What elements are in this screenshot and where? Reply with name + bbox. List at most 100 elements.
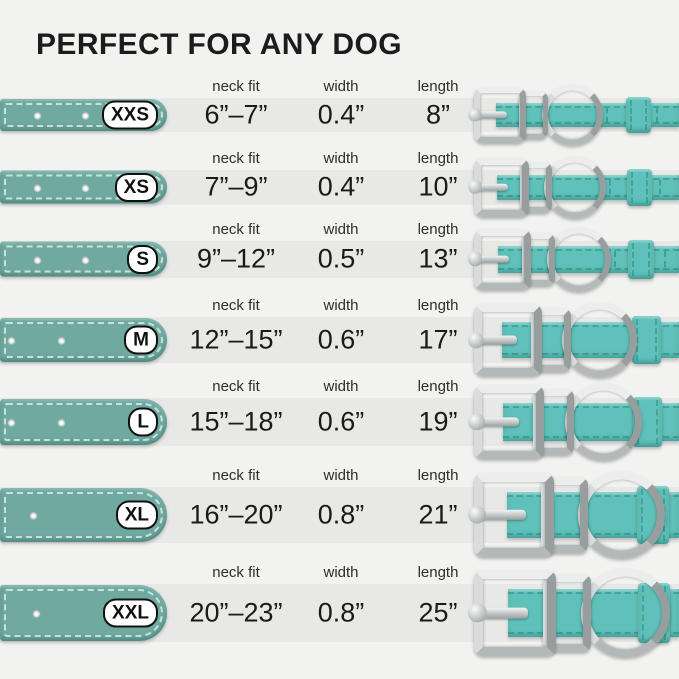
buckle-pin-icon [471, 111, 507, 119]
keeper-loop [627, 239, 654, 279]
collar-tip: XS [0, 170, 167, 204]
d-ring-icon [547, 227, 612, 291]
buckle-pin-icon [471, 183, 508, 191]
buckle-pin-icon [471, 417, 520, 427]
neck-fit-value: 7”–9” [204, 171, 268, 202]
d-ring-icon [564, 383, 642, 461]
collar-tip: XXL [0, 585, 167, 641]
size-row: neck fit width length XS 7”–9” 0.4” 10” [0, 150, 679, 218]
collar-hole [82, 255, 89, 263]
size-row: neck fit width length M 12”–15” 0.6” 17” [0, 297, 679, 378]
size-row: neck fit width length XXS 6”–7” 0.4” 8” [0, 78, 679, 146]
collar-hole [8, 418, 15, 426]
keeper-loop [626, 97, 652, 133]
col-label-neck-fit: neck fit [212, 149, 260, 167]
col-label-width: width [323, 564, 359, 581]
collar-hole [8, 336, 15, 344]
length-value: 25” [418, 597, 458, 628]
col-label-length: length [417, 378, 459, 395]
collar-buckle-end [471, 227, 679, 291]
collar-tip: XXS [0, 99, 167, 131]
neck-fit-value: 6”–7” [204, 99, 268, 130]
size-row: neck fit width length S 9”–12” 0.5” 13” [0, 221, 679, 291]
width-value: 0.4” [317, 99, 365, 130]
col-label-neck-fit: neck fit [212, 564, 260, 581]
size-badge: XXS [101, 100, 158, 130]
col-label-width: width [323, 467, 359, 484]
width-value: 0.8” [317, 499, 365, 530]
stitch-mark [606, 108, 608, 122]
page-title: PERFECT FOR ANY DOG [36, 28, 402, 61]
buckle-pin-icon [471, 335, 518, 345]
collar-buckle-end [471, 383, 679, 461]
col-label-neck-fit: neck fit [212, 467, 260, 484]
size-badge: S [127, 244, 158, 274]
stitch-mark [658, 180, 661, 194]
neck-fit-value: 16”–20” [189, 499, 283, 530]
keeper-loop [632, 316, 661, 364]
size-badge: XXL [103, 598, 158, 628]
col-label-neck-fit: neck fit [212, 378, 260, 395]
d-ring-icon [561, 302, 637, 378]
buckle-pin-icon [471, 255, 510, 263]
width-value: 0.4” [317, 171, 365, 202]
length-value: 8” [425, 99, 451, 130]
collar-tip: L [0, 399, 167, 445]
collar-tip: M [0, 318, 167, 362]
length-value: 10” [418, 171, 458, 202]
keeper-loop [626, 168, 652, 206]
collar-hole [34, 255, 41, 263]
collar-hole [58, 418, 65, 426]
size-row: neck fit width length L 15”–18” 0.6” 19” [0, 378, 679, 461]
collar-hole [34, 111, 41, 119]
col-label-length: length [417, 564, 459, 581]
neck-fit-value: 15”–18” [189, 406, 283, 437]
col-label-width: width [323, 378, 359, 395]
buckle-pin-icon [471, 509, 527, 521]
buckle-pin-icon [471, 607, 529, 619]
length-value: 21” [418, 499, 458, 530]
size-row: neck fit width length XXL 20”–23” 0.8” 2… [0, 564, 679, 658]
collar-hole [82, 111, 89, 119]
collar-tip: S [0, 241, 167, 277]
neck-fit-value: 12”–15” [189, 324, 283, 355]
width-value: 0.6” [317, 406, 365, 437]
col-label-width: width [323, 297, 359, 314]
stitch-mark [656, 108, 658, 122]
stitch-mark [613, 251, 616, 267]
col-label-length: length [417, 467, 459, 484]
neck-fit-value: 9”–12” [196, 243, 276, 274]
collar-hole [58, 336, 65, 344]
length-value: 19” [418, 406, 458, 437]
collar-buckle-end [471, 156, 679, 218]
collar-hole [33, 609, 40, 617]
collar-hole [34, 183, 41, 191]
collar-buckle-end [471, 302, 679, 378]
width-value: 0.8” [317, 597, 365, 628]
col-label-neck-fit: neck fit [212, 220, 260, 238]
d-ring-icon [577, 471, 665, 559]
col-label-width: width [323, 220, 359, 238]
col-label-width: width [323, 149, 359, 167]
col-label-length: length [417, 78, 459, 95]
size-badge: L [128, 407, 158, 437]
length-value: 17” [418, 324, 458, 355]
neck-fit-value: 20”–23” [189, 597, 283, 628]
col-label-length: length [417, 149, 459, 167]
col-label-length: length [417, 220, 459, 238]
collar-tip: XL [0, 488, 167, 542]
col-label-neck-fit: neck fit [212, 78, 260, 95]
col-label-length: length [417, 297, 459, 314]
collar-buckle-end [471, 84, 679, 146]
size-badge: M [124, 325, 158, 355]
collar-hole [82, 183, 89, 191]
length-value: 13” [418, 243, 458, 274]
collar-buckle-end [471, 471, 679, 559]
size-badge: XL [115, 500, 158, 530]
width-value: 0.6” [317, 324, 365, 355]
width-value: 0.5” [317, 243, 365, 274]
d-ring-icon [542, 84, 604, 146]
collar-buckle-end [471, 568, 679, 658]
col-label-neck-fit: neck fit [212, 297, 260, 314]
